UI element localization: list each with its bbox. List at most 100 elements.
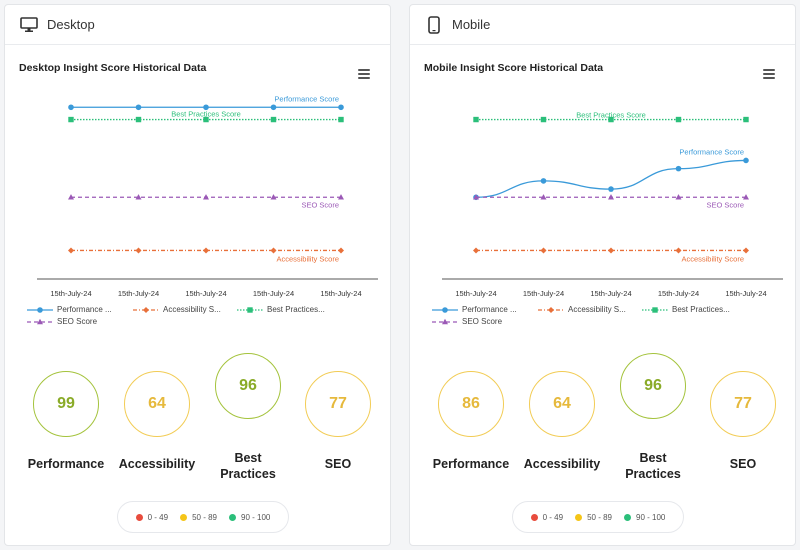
data-point[interactable]: [338, 247, 344, 254]
data-point[interactable]: [675, 194, 682, 200]
range-item: 90 - 100: [624, 513, 665, 522]
data-point[interactable]: [270, 116, 277, 123]
legend-item-performance[interactable]: Performance ...: [432, 305, 517, 314]
legend-item-best-practices[interactable]: Best Practices...: [237, 305, 325, 314]
chart-title: Mobile Insight Score Historical Data: [424, 62, 604, 74]
legend-item-seo[interactable]: SEO Score: [27, 317, 97, 326]
x-tick-label: 15th-July-24: [658, 289, 699, 298]
data-point[interactable]: [135, 247, 142, 254]
data-point[interactable]: [68, 104, 74, 111]
data-point[interactable]: [203, 116, 209, 123]
range-label: 0 - 49: [542, 512, 564, 522]
x-tick-label: 15th-July-24: [523, 289, 564, 298]
score-label: Performance: [27, 457, 105, 471]
range-label: 90 - 100: [636, 512, 666, 522]
data-point[interactable]: [743, 157, 749, 164]
data-point[interactable]: [473, 194, 479, 200]
legend-item-performance[interactable]: Performance ...: [27, 305, 112, 314]
range-label: 50 - 89: [587, 512, 612, 522]
data-point[interactable]: [608, 247, 614, 254]
data-point[interactable]: [68, 116, 74, 123]
data-point[interactable]: [135, 104, 142, 111]
data-point[interactable]: [743, 194, 749, 200]
chart-menu-button[interactable]: [763, 69, 775, 79]
score-label: SEO: [729, 457, 757, 471]
legend-item-best-practices[interactable]: Best Practices...: [642, 305, 730, 314]
desktop-panel: Desktop Desktop Insight Score Historical…: [4, 4, 391, 546]
legend-swatch: [432, 318, 458, 324]
score-gauge-performance: 86: [438, 371, 504, 437]
data-point[interactable]: [135, 194, 142, 200]
range-dot-icon: [229, 513, 236, 521]
data-point[interactable]: [473, 116, 479, 123]
data-point[interactable]: [203, 194, 209, 200]
score-gauge-best-practices: 96: [620, 353, 686, 419]
x-tick-label: 15th-July-24: [590, 289, 631, 298]
score-range-legend: 0 - 49 50 - 89 90 - 100: [117, 501, 289, 533]
mobile-panel: Mobile Mobile Insight Score Historical D…: [409, 4, 796, 546]
series-data-label: Performance Score: [274, 94, 339, 103]
range-dot-icon: [575, 513, 583, 521]
score-gauge-best-practices: 96: [215, 353, 281, 419]
legend-swatch: [237, 306, 263, 313]
data-point[interactable]: [675, 116, 682, 123]
score-label: Accessibility: [523, 457, 601, 471]
range-dot-icon: [530, 513, 538, 521]
data-point[interactable]: [540, 247, 547, 254]
legend-swatch: [133, 306, 159, 313]
x-tick-label: 15th-July-24: [118, 289, 159, 298]
data-point[interactable]: [270, 194, 277, 200]
data-point[interactable]: [608, 116, 614, 123]
chart-title: Desktop Insight Score Historical Data: [19, 62, 207, 74]
data-point[interactable]: [68, 194, 74, 200]
data-point[interactable]: [338, 104, 344, 111]
score-label: Accessibility: [118, 457, 196, 471]
data-point[interactable]: [540, 116, 547, 123]
legend-item-accessibility[interactable]: Accessibility S...: [538, 305, 626, 314]
monitor-icon: [19, 15, 39, 35]
desktop-score-chart: 15th-July-24 15th-July-24 15th-July-24 15th…: [37, 94, 378, 298]
range-item: 90 - 100: [229, 513, 270, 522]
legend-swatch: [27, 318, 53, 324]
series-data-label: SEO Score: [706, 200, 744, 209]
chart-menu-button[interactable]: [358, 69, 370, 79]
data-point[interactable]: [203, 104, 209, 111]
data-point[interactable]: [540, 194, 547, 200]
data-point[interactable]: [270, 247, 277, 254]
data-point[interactable]: [338, 116, 344, 123]
smartphone-icon: [424, 15, 444, 35]
range-dot-icon: [624, 513, 631, 521]
legend-label: SEO Score: [462, 317, 503, 326]
legend-label: Performance ...: [57, 305, 112, 314]
data-point[interactable]: [675, 165, 682, 172]
data-point[interactable]: [540, 178, 547, 184]
data-point[interactable]: [608, 194, 614, 200]
series-data-label: Accessibility Score: [681, 254, 744, 263]
data-point[interactable]: [68, 247, 74, 254]
data-point[interactable]: [203, 247, 209, 254]
x-tick-label: 15th-July-24: [320, 289, 361, 298]
legend-swatch: [27, 306, 53, 313]
legend-swatch: [432, 306, 458, 313]
score-gauge-accessibility: 64: [124, 371, 190, 437]
score-gauge-accessibility: 64: [529, 371, 595, 437]
series-data-label: SEO Score: [301, 200, 339, 209]
legend-swatch: [538, 306, 564, 313]
mobile-panel-title: Mobile: [452, 17, 491, 32]
data-point[interactable]: [743, 116, 749, 123]
data-point[interactable]: [473, 247, 479, 254]
score-gauge-seo: 77: [305, 371, 371, 437]
data-point[interactable]: [608, 186, 614, 192]
legend-label: Performance ...: [462, 305, 517, 314]
x-tick-label: 15th-July-24: [50, 289, 91, 298]
data-point[interactable]: [743, 247, 749, 254]
data-point[interactable]: [675, 247, 682, 254]
legend-item-accessibility[interactable]: Accessibility S...: [133, 305, 221, 314]
data-point[interactable]: [338, 194, 344, 200]
range-item: 0 - 49: [135, 513, 168, 522]
x-tick-label: 15th-July-24: [185, 289, 226, 298]
data-point[interactable]: [135, 116, 142, 123]
legend-item-seo[interactable]: SEO Score: [432, 317, 502, 326]
data-point[interactable]: [270, 104, 277, 111]
legend-label: Best Practices...: [267, 305, 325, 314]
